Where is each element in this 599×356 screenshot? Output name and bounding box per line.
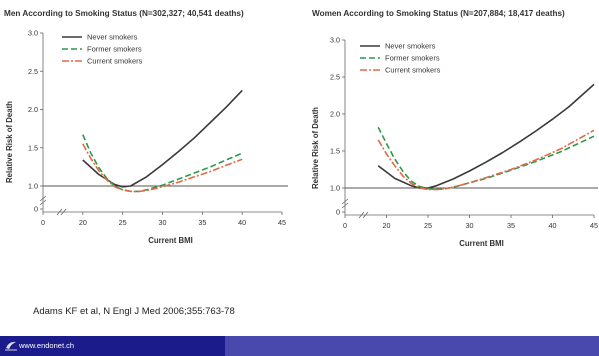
men-chart-panel: Men According to Smoking Status (N=302,3…	[0, 0, 300, 245]
x-tick-label: 25	[424, 221, 432, 230]
x-tick-label: 35	[507, 221, 515, 230]
legend-label: Never smokers	[87, 33, 138, 42]
x-axis-break	[358, 211, 369, 219]
y-axis-label: Relative Risk of Death	[5, 101, 14, 183]
women-chart: 0 1.0 1.5 2.0 2.5 3.0 0 20 25 30 35 40 45 Current BMI…	[311, 36, 598, 248]
men-chart-title: Men According to Smoking Status (N=302,3…	[4, 9, 244, 18]
y-tick-label: 1.5	[28, 143, 38, 152]
series-line-current-smokers	[82, 143, 243, 193]
footer-accent-bar	[225, 336, 599, 356]
y-tick-label: 1.0	[28, 182, 38, 191]
legend-label: Current smokers	[87, 57, 143, 66]
x-tick-label: 20	[383, 221, 391, 230]
women-chart-panel: Women According to Smoking Status (N=207…	[305, 0, 599, 248]
x-tick-label: 25	[119, 218, 127, 227]
x-tick-label: 45	[278, 218, 286, 227]
x-tick-label: 40	[238, 218, 246, 227]
citation: Adams KF et al, N Engl J Med 2006;355:76…	[33, 306, 235, 317]
x-tick-label: 45	[590, 221, 598, 230]
legend-label: Never smokers	[385, 42, 436, 51]
footer-url-link[interactable]: www.endonet.ch	[19, 341, 75, 350]
endonet-logo-icon	[5, 341, 17, 351]
series-line-never-smokers	[377, 83, 595, 189]
x-tick-label: 20	[79, 218, 87, 227]
series-line-former-smokers	[82, 134, 243, 193]
y-tick-label: 3.0	[330, 36, 340, 45]
y-tick-label: 0	[336, 208, 340, 217]
legend-label: Current smokers	[385, 66, 441, 75]
y-tick-label: 1.0	[330, 184, 340, 193]
x-tick-label: 40	[549, 221, 557, 230]
y-tick-label: 2.0	[330, 110, 340, 119]
y-tick-label: 0	[34, 205, 38, 214]
legend-label: Former smokers	[87, 45, 142, 54]
x-axis-label: Current BMI	[148, 236, 193, 245]
y-tick-label: 3.0	[28, 29, 38, 38]
y-tick-label: 2.0	[28, 105, 38, 114]
x-tick-label: 0	[41, 218, 45, 227]
series-line-former-smokers	[377, 126, 595, 191]
x-axis-break	[56, 208, 67, 216]
women-chart-title: Women According to Smoking Status (N=207…	[312, 9, 565, 18]
y-axis-label: Relative Risk of Death	[311, 107, 320, 189]
x-tick-label: 30	[466, 221, 474, 230]
men-chart: 0 1.0 1.5 2.0 2.5 3.0 0 20 25 30 35 40 45 Current BMI…	[5, 29, 288, 245]
series-line-current-smokers	[377, 129, 595, 191]
y-axis-break	[341, 198, 349, 209]
y-axis-break	[39, 195, 47, 206]
y-tick-label: 1.5	[330, 147, 340, 156]
x-tick-label: 30	[159, 218, 167, 227]
x-tick-label: 0	[343, 221, 347, 230]
series-line-never-smokers	[82, 89, 243, 188]
x-tick-label: 35	[198, 218, 206, 227]
legend-label: Former smokers	[385, 54, 440, 63]
y-tick-label: 2.5	[330, 73, 340, 82]
footer-bar: www.endonet.ch	[0, 336, 599, 356]
y-tick-label: 2.5	[28, 67, 38, 76]
x-axis-label: Current BMI	[459, 239, 504, 248]
